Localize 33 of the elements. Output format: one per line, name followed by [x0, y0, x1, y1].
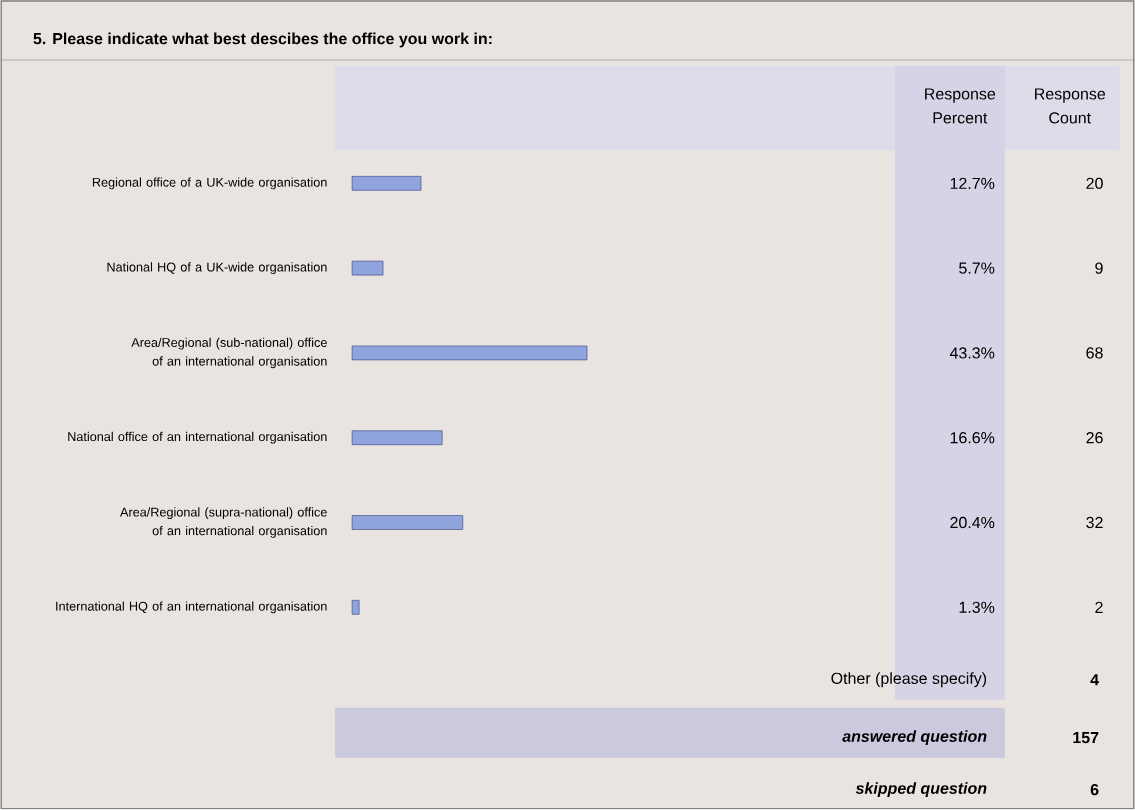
- bar: [351, 515, 464, 530]
- text: 157: [1073, 732, 1099, 744]
- data-label: 12.7%: [950, 177, 995, 190]
- y-tick-label: International HQ of an international organisation: [56, 601, 327, 614]
- y-tick-label: National HQ of a UK-wide organisation: [107, 262, 327, 275]
- chart-title: 5. Please indicate what best descibes the office you work in:: [33, 32, 492, 48]
- text: Other (please specify): [831, 672, 987, 688]
- y-tick-label: Area/Regional (sub-national) office of an international organisation: [131, 337, 327, 369]
- text: 26: [1086, 432, 1103, 444]
- text: Response Count: [1035, 88, 1106, 124]
- text: 4: [1090, 674, 1099, 686]
- text: Response Percent: [925, 88, 996, 124]
- text: 6: [1090, 784, 1099, 796]
- text: 2: [1095, 601, 1103, 614]
- data-label: 5.7%: [959, 262, 995, 274]
- y-tick-label: Regional office of a UK-wide organisation: [92, 177, 327, 190]
- text: 20: [1086, 177, 1103, 190]
- bar: [351, 430, 443, 446]
- bar: [351, 600, 360, 615]
- data-label: 20.4%: [950, 517, 995, 529]
- y-tick-label: Area/Regional (supra-national) office of an international organisation: [120, 507, 327, 538]
- text: answered question: [842, 730, 987, 746]
- data-label: 43.3%: [949, 347, 995, 359]
- data-label: 16.6%: [950, 432, 995, 444]
- data-label: 1.3%: [959, 601, 995, 614]
- bar: [351, 176, 422, 191]
- bar: [351, 261, 384, 276]
- bar: [351, 345, 588, 361]
- text: 68: [1086, 347, 1103, 359]
- text: 32: [1086, 517, 1103, 529]
- y-tick-label: National office of an international organisation: [68, 432, 327, 444]
- text: 9: [1095, 262, 1103, 274]
- text: skipped question: [855, 782, 987, 798]
